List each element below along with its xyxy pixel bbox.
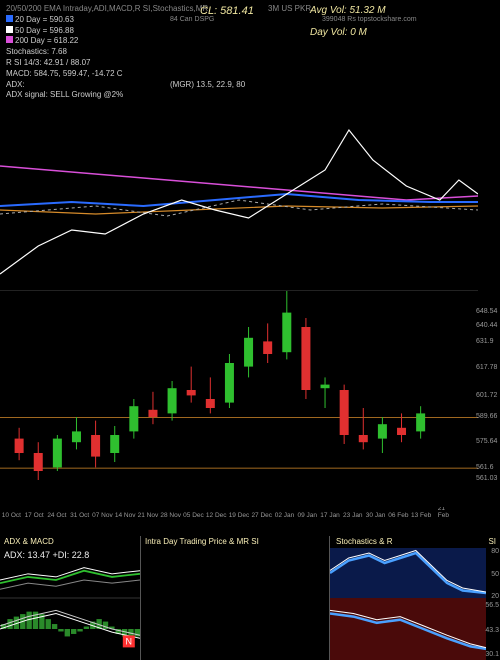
adx-label: ADX: bbox=[6, 80, 25, 91]
candle-chart: 648.54640.44631.9617.78601.72589.66575.6… bbox=[0, 290, 478, 520]
stoch-label: Stochastics: 7.68 bbox=[6, 47, 67, 58]
svg-text:N: N bbox=[126, 636, 133, 646]
ema20-label: 20 Day = 590.63 bbox=[15, 15, 74, 26]
panel2-title: Intra Day Trading Price & MR SI bbox=[145, 537, 259, 546]
ema200-label: 200 Day = 618.22 bbox=[15, 36, 78, 47]
ema50-swatch bbox=[6, 26, 13, 33]
sub-panels: ADX & MACD ADX: 13.47 +DI: 22.8 N Intra Da… bbox=[0, 536, 500, 660]
panel-adx-macd: ADX & MACD ADX: 13.47 +DI: 22.8 N bbox=[0, 536, 140, 660]
ema50-label: 50 Day = 596.88 bbox=[15, 26, 74, 37]
panel-intraday: Intra Day Trading Price & MR SI bbox=[140, 536, 330, 660]
macd-label: MACD: 584.75, 599.47, -14.72 C bbox=[6, 69, 123, 80]
day-vol: Day Vol: 0 M bbox=[310, 26, 367, 40]
main-chart bbox=[0, 90, 478, 290]
header: 20/50/200 EMA Intraday,ADI,MACD,R SI,Sto… bbox=[0, 0, 500, 90]
header-mid: 84 Can DSPG bbox=[170, 15, 214, 24]
ema200-swatch bbox=[6, 36, 13, 43]
adx-value: ADX: 13.47 +DI: 22.8 bbox=[4, 550, 89, 560]
panel3-title-l: Stochastics & R bbox=[336, 537, 392, 546]
header-line1-left: 20/50/200 EMA Intraday,ADI,MACD,R SI,Sto… bbox=[6, 4, 208, 15]
ema20-swatch bbox=[6, 15, 13, 22]
header-3m: 3M US PKR bbox=[268, 4, 311, 15]
panel3-title-r: SI bbox=[488, 537, 496, 546]
panel-stoch-rsi: Stochastics & R SI80502056.543.330.1 bbox=[330, 536, 500, 660]
adx-mgr: (MGR) 13.5, 22.9, 80 bbox=[170, 80, 245, 91]
rsi-label: R SI 14/3: 42.91 / 88.07 bbox=[6, 58, 91, 69]
panel1-title: ADX & MACD bbox=[4, 537, 54, 546]
header-right-b: 399048 Rs topstockshare.com bbox=[322, 15, 417, 24]
